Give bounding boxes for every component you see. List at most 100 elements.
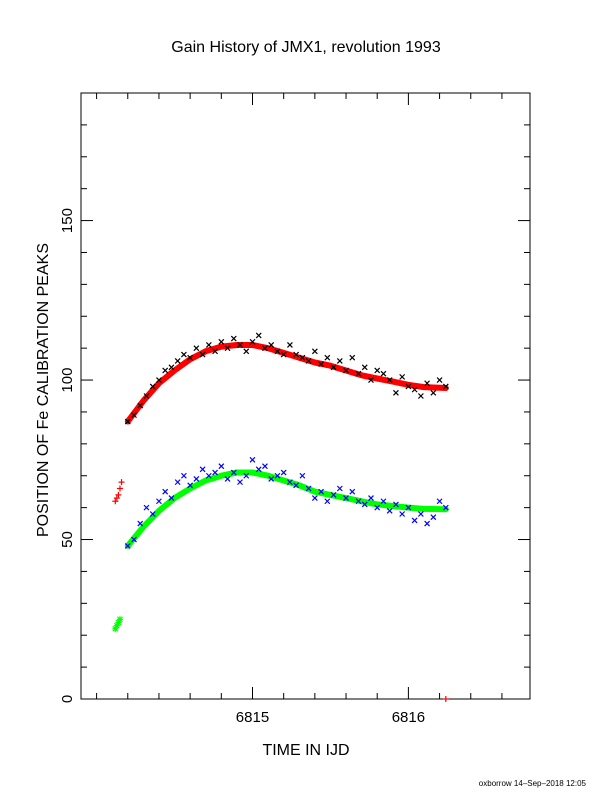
data-point [255,466,262,473]
y-tick-label: 50 [59,531,76,548]
data-point [392,501,399,508]
data-point [199,466,206,473]
data-point [380,498,387,505]
data-point [349,488,356,495]
data-point [286,479,293,486]
data-point [336,485,343,492]
data-point [311,348,318,355]
data-point [330,491,337,498]
plot-frame [80,92,531,700]
data-point [199,351,206,358]
data-point [386,507,393,514]
data-point [137,402,144,409]
data-point [149,383,156,390]
data-point [343,495,349,501]
data-point [243,348,250,355]
data-point [112,498,119,505]
data-point [156,498,162,505]
data-point [343,367,349,374]
data-point [417,393,424,399]
data-point [212,348,219,355]
data-point [436,377,443,383]
data-point [131,412,137,419]
data-point [430,389,437,396]
data-point [374,504,381,511]
data-point [280,469,287,476]
data-point [174,479,181,486]
fit-curve [124,469,449,549]
data-point [411,386,418,393]
x-axis-label: TIME IN IJD [262,742,349,759]
data-point [268,342,275,348]
data-point [336,357,343,364]
data-point [442,504,449,511]
data-point [280,351,287,358]
data-point [318,361,325,368]
data-point [143,393,150,399]
data-point [116,485,123,492]
data-point [355,498,362,505]
data-point [274,348,281,355]
data-point [417,511,424,517]
data-point [224,345,231,352]
data-point [249,456,256,463]
data-point [168,364,175,371]
data-point [430,514,437,521]
data-point [113,495,120,502]
y-tick-label: 100 [59,368,76,393]
data-point [361,364,368,371]
y-axis-label: POSITION OF Fe CALIBRATION PEAKS [35,243,52,537]
data-point [293,351,300,358]
data-point [143,504,150,511]
data-point [162,367,169,374]
data-point [368,377,374,383]
x-tick-label: 6815 [236,709,269,726]
chart-title: Gain History of JMX1, revolution 1993 [171,39,441,56]
y-tick-label: 150 [59,208,76,233]
data-marks [112,332,449,702]
data-point [305,485,312,492]
data-point [230,335,237,342]
data-point [392,389,399,396]
y-tick-label: 0 [59,695,76,703]
data-point [262,345,268,352]
data-point [361,501,368,508]
data-point [168,495,175,501]
data-point [424,520,431,527]
data-point [249,338,256,345]
data-point [324,498,331,505]
data-point [442,696,449,702]
data-point [237,342,243,348]
data-point [355,370,362,377]
data-point [305,357,312,364]
data-point [374,367,381,374]
data-point [237,479,243,486]
data-point [442,383,449,390]
data-point [286,342,293,348]
data-point [218,338,225,345]
data-point [212,469,219,476]
data-point [230,469,237,476]
data-point [124,542,131,549]
data-point [205,342,212,348]
data-point [180,351,187,358]
data-point [131,536,137,543]
data-point [405,383,412,390]
data-point [187,482,194,489]
data-point [156,377,162,383]
data-point [299,354,306,361]
data-point [162,488,169,495]
data-point [116,616,123,623]
data-point [193,476,200,482]
data-point [180,472,187,479]
data-point [255,332,262,339]
data-point [262,463,268,470]
data-point [399,373,406,380]
data-point [218,463,225,470]
data-point [311,495,318,501]
axis-ticks [81,92,530,700]
data-point [243,472,250,479]
data-point [137,520,144,527]
data-point [115,491,122,498]
